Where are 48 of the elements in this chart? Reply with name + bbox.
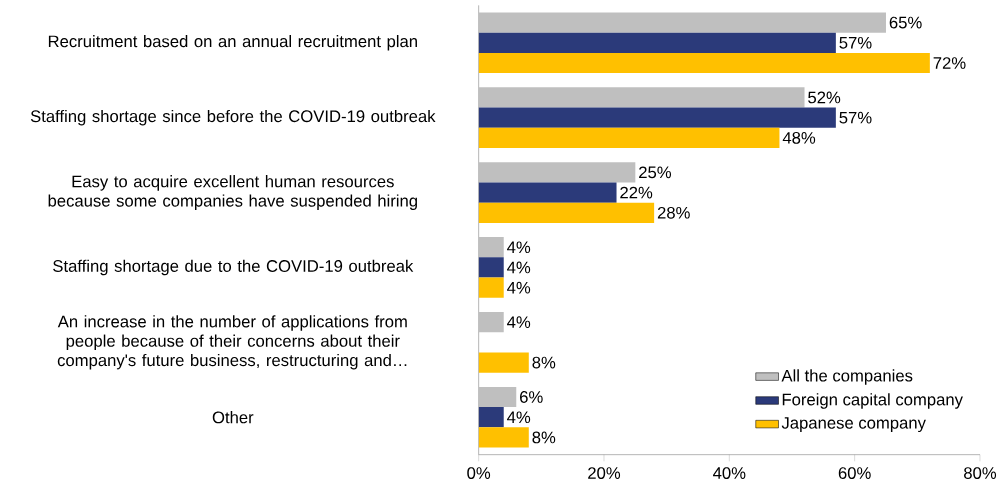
x-tick-label: 20% — [588, 467, 621, 480]
y-tick-label: Other — [212, 411, 254, 424]
bar — [478, 312, 504, 333]
data-label: 28% — [657, 207, 690, 219]
data-label: 57% — [839, 111, 872, 124]
data-label: 8% — [532, 431, 556, 444]
bar — [478, 12, 886, 33]
data-label: 6% — [520, 391, 543, 404]
data-label: 4% — [507, 282, 531, 294]
y-tick-label: Easy to acquire excellent human resources because some companies have suspended hiring — [48, 175, 417, 211]
x-tick-label: 0% — [467, 467, 491, 480]
data-label: 72% — [933, 57, 966, 70]
data-label: 4% — [507, 411, 531, 424]
data-label: 4% — [507, 241, 531, 254]
y-tick-label: Staffing shortage since before the COVID-19 outbreak — [30, 110, 436, 126]
y-tick-label: Recruitment based on an annual recruitment plan — [48, 35, 417, 51]
bar — [478, 257, 504, 278]
x-tick-label: 80% — [964, 467, 997, 480]
bar — [478, 352, 529, 373]
bar — [478, 87, 805, 108]
data-label: 52% — [808, 91, 841, 104]
bar — [478, 387, 517, 408]
data-label: 22% — [620, 186, 653, 199]
bar — [478, 107, 836, 128]
y-tick-label: Staffing shortage due to the COVID-19 outbreak — [53, 259, 414, 276]
data-label: 48% — [782, 132, 816, 144]
legend-label: Foreign capital company — [782, 393, 963, 409]
bar — [478, 162, 636, 183]
y-tick-label: An increase in the number of applications from people because of their concerns about their company's future business, restructuring and… — [57, 315, 407, 370]
data-label: 8% — [532, 356, 556, 369]
data-label: 25% — [639, 166, 672, 179]
x-tick-label: 40% — [713, 467, 746, 480]
legend-label: Japanese company — [781, 417, 926, 433]
bar — [478, 32, 836, 54]
bar — [478, 53, 930, 74]
data-label: 57% — [839, 37, 872, 49]
bar — [478, 127, 780, 149]
data-label: 4% — [507, 316, 531, 329]
data-label: 4% — [507, 261, 531, 274]
x-tick-label: 60% — [838, 467, 871, 480]
bar — [478, 182, 617, 203]
bar — [478, 427, 529, 448]
bar — [478, 237, 504, 258]
bar — [478, 407, 504, 428]
bar — [478, 202, 655, 224]
bar — [478, 277, 504, 298]
data-label: 65% — [889, 16, 922, 29]
legend-label: All the companies — [781, 369, 913, 385]
